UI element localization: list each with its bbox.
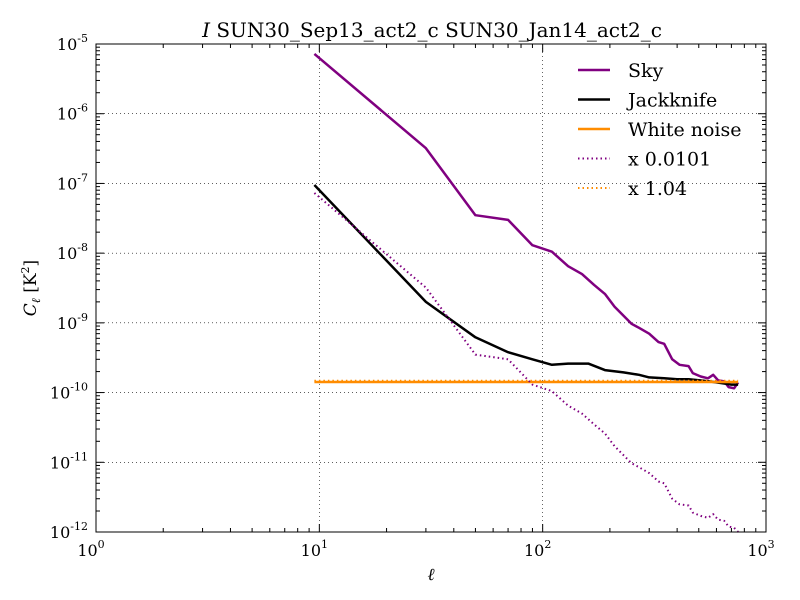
x-tick-label: 102	[524, 538, 551, 560]
y-axis-label-subscript: ℓ	[29, 298, 43, 303]
legend-label: Sky	[628, 60, 664, 82]
y-tick-label: 10-11	[50, 450, 88, 472]
y-axis-label-unit-sup: 2	[19, 266, 32, 273]
y-axis-label-unit: [K	[21, 273, 41, 293]
y-axis-label-symbol: C	[21, 303, 41, 316]
tick-labels: 100 101 102 103 10-12 10-11 10-10 10-9 10-8 10-7 1…	[50, 32, 775, 560]
y-tick-label: 10-9	[57, 311, 88, 333]
series-group	[313, 52, 740, 533]
plot-frame	[95, 43, 767, 533]
y-tick-label: 10-8	[57, 241, 88, 263]
plot-area	[313, 52, 740, 533]
x-tick-label: 101	[301, 538, 328, 560]
chart-title-italic: I	[201, 18, 211, 42]
chart-title: I SUN30_Sep13_act2_c SUN30_Jan14_act2_c	[201, 18, 662, 42]
legend-label: White noise	[628, 119, 742, 141]
y-tick-label: 10-5	[57, 32, 88, 54]
y-tick-label: 10-6	[57, 102, 88, 124]
y-tick-label: 10-7	[57, 171, 88, 193]
ticks	[95, 43, 767, 533]
x-axis-label: ℓ	[427, 565, 434, 585]
legend-label: Jackknife	[626, 90, 717, 112]
x-tick-label: 103	[747, 538, 774, 560]
series-line-jackknife	[313, 184, 739, 386]
x-tick-label: 100	[77, 538, 104, 560]
legend-label: x 1.04	[628, 178, 687, 200]
series-line-sky	[313, 52, 740, 390]
legend: Sky Jackknife White noise x 0.0101 x 1.04	[578, 60, 742, 200]
y-tick-label: 10-12	[50, 520, 88, 542]
y-tick-label: 10-10	[50, 381, 88, 403]
y-axis-label-unit-close: ]	[21, 260, 41, 267]
gridlines	[96, 44, 766, 532]
legend-label: x 0.0101	[628, 149, 711, 171]
chart-title-text: SUN30_Sep13_act2_c SUN30_Jan14_act2_c	[216, 18, 662, 42]
y-axis-label: Cℓ [K2]	[19, 260, 43, 316]
